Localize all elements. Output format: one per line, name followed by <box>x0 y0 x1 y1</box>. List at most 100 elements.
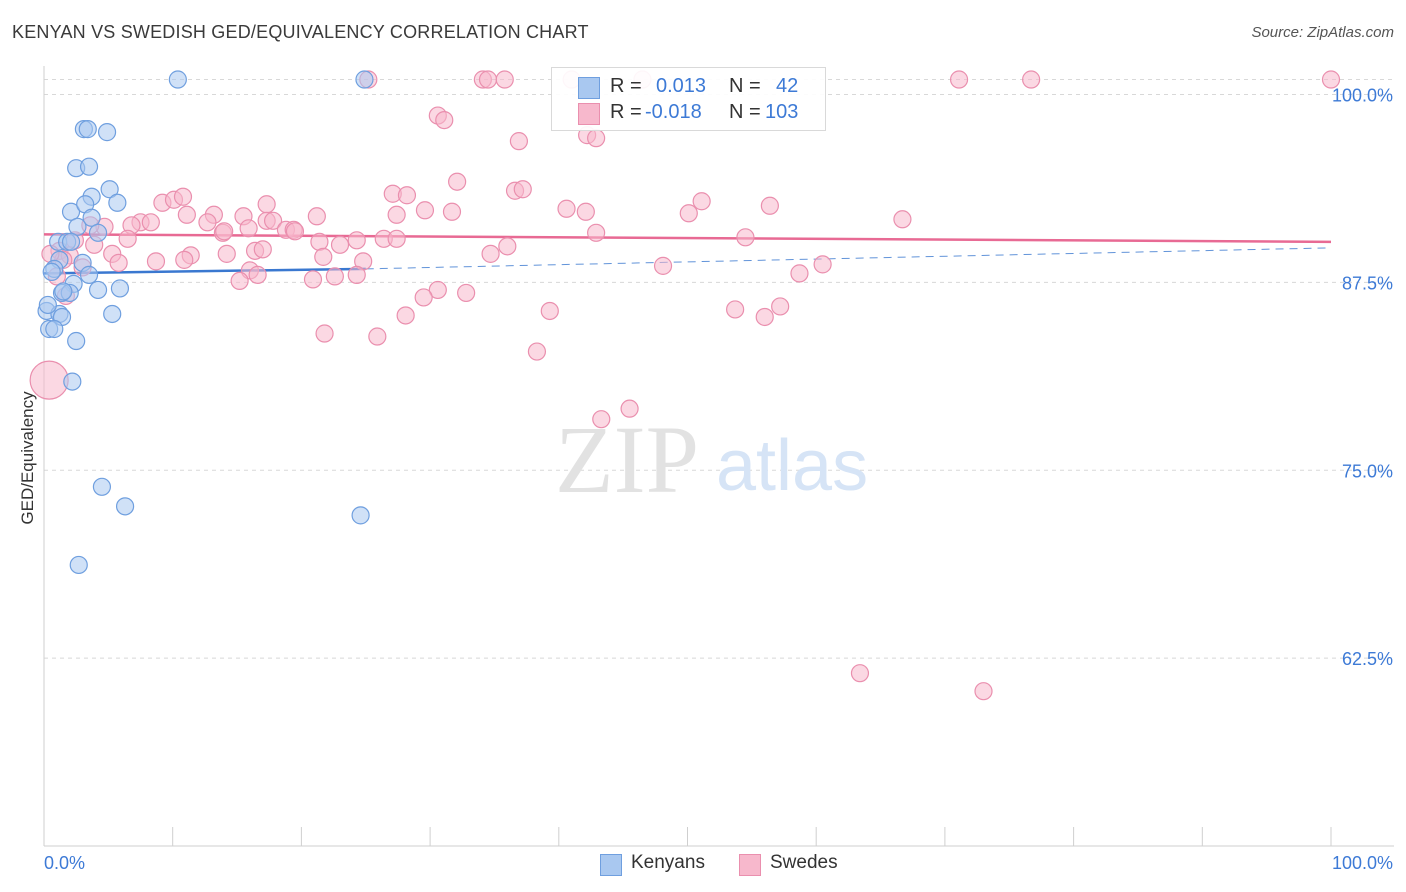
trend-lines <box>43 233 1332 275</box>
swede-swatch <box>578 103 600 125</box>
kenyan-trend-extension <box>365 247 1332 270</box>
stats-legend: R = 0.013 N = 42 R = -0.018 N = 103 <box>551 67 826 131</box>
swede-point <box>592 410 611 429</box>
legend-n-label: N = <box>729 101 761 123</box>
swede-point <box>587 129 606 148</box>
swede-point <box>198 213 217 232</box>
axes <box>43 66 1394 847</box>
x-tick-label-right: 100.0% <box>1332 853 1393 873</box>
kenyan-point <box>63 372 82 391</box>
swede-point <box>330 235 350 254</box>
kenyan-point <box>97 123 117 142</box>
swede-point <box>513 180 532 199</box>
swede-point <box>387 205 406 224</box>
swede-point <box>347 265 366 284</box>
swede-point <box>118 229 137 248</box>
chart-source: Source: ZipAtlas.com <box>1251 24 1394 41</box>
gridlines <box>44 79 1394 659</box>
swede-point <box>736 228 755 247</box>
watermark: ZIP atlas <box>555 406 868 513</box>
swede-point <box>435 110 454 130</box>
swede-point <box>478 70 498 89</box>
kenyan-point <box>100 180 119 199</box>
kenyan-legend-swatch <box>600 854 622 876</box>
swede-point <box>974 682 993 701</box>
swede-point <box>310 232 329 251</box>
y-tick-label: 100.0% <box>1332 86 1393 106</box>
swede-point <box>248 265 267 284</box>
swede-point <box>215 222 234 241</box>
kenyan-point <box>115 497 135 516</box>
swede-point <box>307 207 326 226</box>
swede-point <box>448 172 467 191</box>
swede-point <box>397 186 417 205</box>
swede-point <box>576 202 595 221</box>
swede-point <box>509 132 529 151</box>
kenyan-point <box>103 304 122 324</box>
swede-point <box>315 324 334 343</box>
swede-point <box>457 283 476 303</box>
legend-r-label: R = <box>610 75 642 97</box>
swede-point <box>587 223 606 242</box>
swede-point <box>396 306 415 325</box>
legend-n-value: 103 <box>765 101 799 123</box>
swede-point <box>428 280 447 300</box>
swede-point <box>1022 70 1041 89</box>
kenyan-legend-label: Kenyans <box>631 852 705 873</box>
swede-point <box>557 199 576 218</box>
swede-point <box>893 210 912 229</box>
swede-point <box>620 399 639 418</box>
kenyan-point <box>79 265 99 284</box>
kenyan-point <box>67 331 86 351</box>
swede-trend-line <box>43 233 1332 244</box>
data-points <box>29 70 1341 701</box>
swede-point <box>109 253 128 272</box>
kenyan-point <box>38 295 57 315</box>
swede-point <box>1321 70 1341 89</box>
swede-point <box>173 187 193 206</box>
swede-point <box>679 204 698 223</box>
legend-row-kenyans: R = 0.013 N = 42 <box>552 75 825 101</box>
y-tick-label: 75.0% <box>1342 461 1393 481</box>
kenyan-point <box>351 506 370 525</box>
kenyan-point <box>69 555 88 575</box>
swede-point <box>263 211 283 230</box>
swede-point <box>230 271 249 291</box>
kenyan-swatch <box>578 77 600 99</box>
kenyan-point <box>88 223 108 242</box>
swede-point <box>414 288 433 307</box>
kenyan-point <box>110 279 130 298</box>
kenyan-point <box>54 282 73 301</box>
swede-point <box>146 252 166 271</box>
swede-point <box>813 255 832 274</box>
swede-point <box>239 219 258 238</box>
swede-point <box>653 256 673 275</box>
kenyan-point <box>61 232 81 251</box>
swede-point <box>257 195 276 214</box>
legend-r-value: 0.013 <box>656 75 707 97</box>
swede-legend-swatch <box>739 854 761 876</box>
swede-point <box>850 664 870 683</box>
swede-point <box>177 205 196 224</box>
swede-point <box>368 327 387 346</box>
tick-labels: 100.0% 87.5% 75.0% 62.5% 0.0% 100.0% <box>44 86 1393 873</box>
swede-point <box>760 196 779 215</box>
legend-n-value: 42 <box>776 75 799 97</box>
legend-row-swedes: R = -0.018 N = 103 <box>552 101 825 127</box>
swede-point <box>498 237 517 256</box>
kenyan-point <box>79 157 99 176</box>
swede-point <box>141 213 160 232</box>
chart-title: KENYAN VS SWEDISH GED/EQUIVALENCY CORREL… <box>12 22 589 42</box>
swede-point <box>495 70 514 89</box>
kenyan-point <box>92 477 112 496</box>
swede-legend-label: Swedes <box>770 852 838 873</box>
swede-point <box>790 264 809 283</box>
kenyan-point <box>355 70 374 89</box>
swede-point <box>755 307 774 327</box>
kenyan-point <box>88 280 108 300</box>
swede-point <box>415 201 435 220</box>
swede-point <box>325 267 344 286</box>
y-tick-label: 87.5% <box>1342 273 1393 293</box>
y-axis-label: GED/Equivalency <box>18 391 37 525</box>
